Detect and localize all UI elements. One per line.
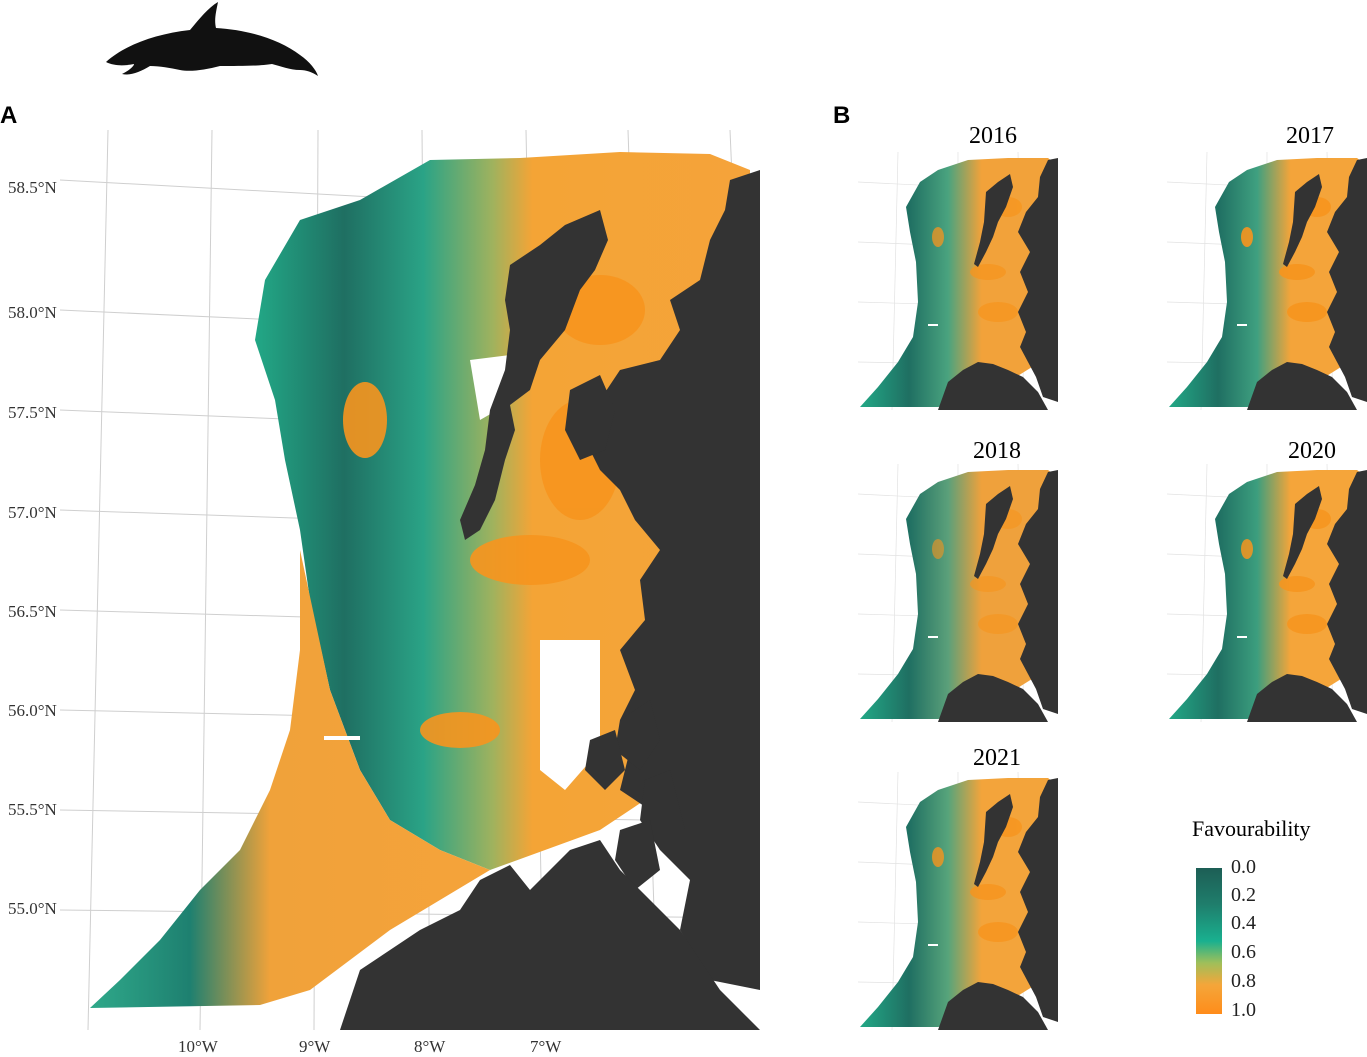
lon-label-10w: 10°W — [178, 1037, 218, 1056]
legend-colorbar — [1196, 868, 1222, 1014]
small-map-2016 — [858, 152, 1058, 410]
year-label-2017: 2017 — [1286, 123, 1334, 149]
dolphin-icon — [106, 2, 318, 76]
legend-tick-0-8: 0.8 — [1231, 970, 1256, 992]
legend-tick-1-0: 1.0 — [1231, 999, 1256, 1021]
small-map-2017 — [1167, 152, 1367, 410]
year-label-2020: 2020 — [1288, 438, 1336, 464]
lat-label-57-5: 57.5°N — [8, 403, 57, 422]
lat-label-57-0: 57.0°N — [8, 503, 57, 522]
lon-label-9w: 9°W — [299, 1037, 331, 1056]
lat-label-58-5: 58.5°N — [8, 178, 57, 197]
land-masses — [340, 170, 760, 1030]
year-label-2016: 2016 — [969, 123, 1017, 149]
legend-tick-0-6: 0.6 — [1231, 941, 1256, 963]
legend-tick-0-2: 0.2 — [1231, 884, 1256, 906]
panel-b-label: B — [833, 102, 851, 129]
hotspot-rockall — [343, 382, 387, 458]
small-map-2021 — [858, 772, 1058, 1030]
year-label-2018: 2018 — [973, 438, 1021, 464]
small-map-svg — [1167, 152, 1367, 410]
lat-label-56-5: 56.5°N — [8, 602, 57, 621]
small-map-svg — [1167, 464, 1367, 722]
legend-tick-0-4: 0.4 — [1231, 912, 1256, 934]
lat-label-55-0: 55.0°N — [8, 899, 57, 918]
small-map-2018 — [858, 464, 1058, 722]
small-map-svg — [858, 464, 1058, 722]
map-a — [60, 130, 760, 1030]
small-map-2020 — [1167, 464, 1367, 722]
small-map-svg — [858, 772, 1058, 1030]
scale-bar — [324, 736, 360, 740]
year-label-2021: 2021 — [973, 745, 1021, 771]
lon-label-7w: 7°W — [530, 1037, 562, 1056]
lon-label-8w: 8°W — [414, 1037, 446, 1056]
lat-label-58-0: 58.0°N — [8, 303, 57, 322]
legend-tick-0-0: 0.0 — [1231, 856, 1256, 878]
panel-a-label: A — [0, 102, 18, 129]
lat-label-56-0: 56.0°N — [8, 701, 57, 720]
favourability-field-south — [90, 550, 490, 1008]
lat-label-55-5: 55.5°N — [8, 800, 57, 819]
legend-title: Favourability — [1192, 816, 1311, 841]
small-map-svg — [858, 152, 1058, 410]
